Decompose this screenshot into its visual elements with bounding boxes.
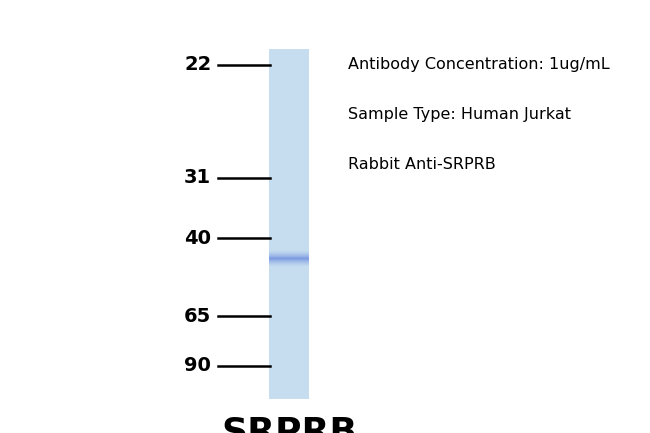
Text: Antibody Concentration: 1ug/mL: Antibody Concentration: 1ug/mL — [348, 58, 610, 72]
Text: Rabbit Anti-SRPRB: Rabbit Anti-SRPRB — [348, 157, 495, 172]
Text: 31: 31 — [184, 168, 211, 187]
Text: Sample Type: Human Jurkat: Sample Type: Human Jurkat — [348, 107, 571, 122]
Text: 90: 90 — [185, 356, 211, 375]
Text: SRPRB: SRPRB — [221, 416, 358, 433]
Text: 40: 40 — [184, 229, 211, 248]
Text: 65: 65 — [184, 307, 211, 326]
Text: 22: 22 — [184, 55, 211, 74]
